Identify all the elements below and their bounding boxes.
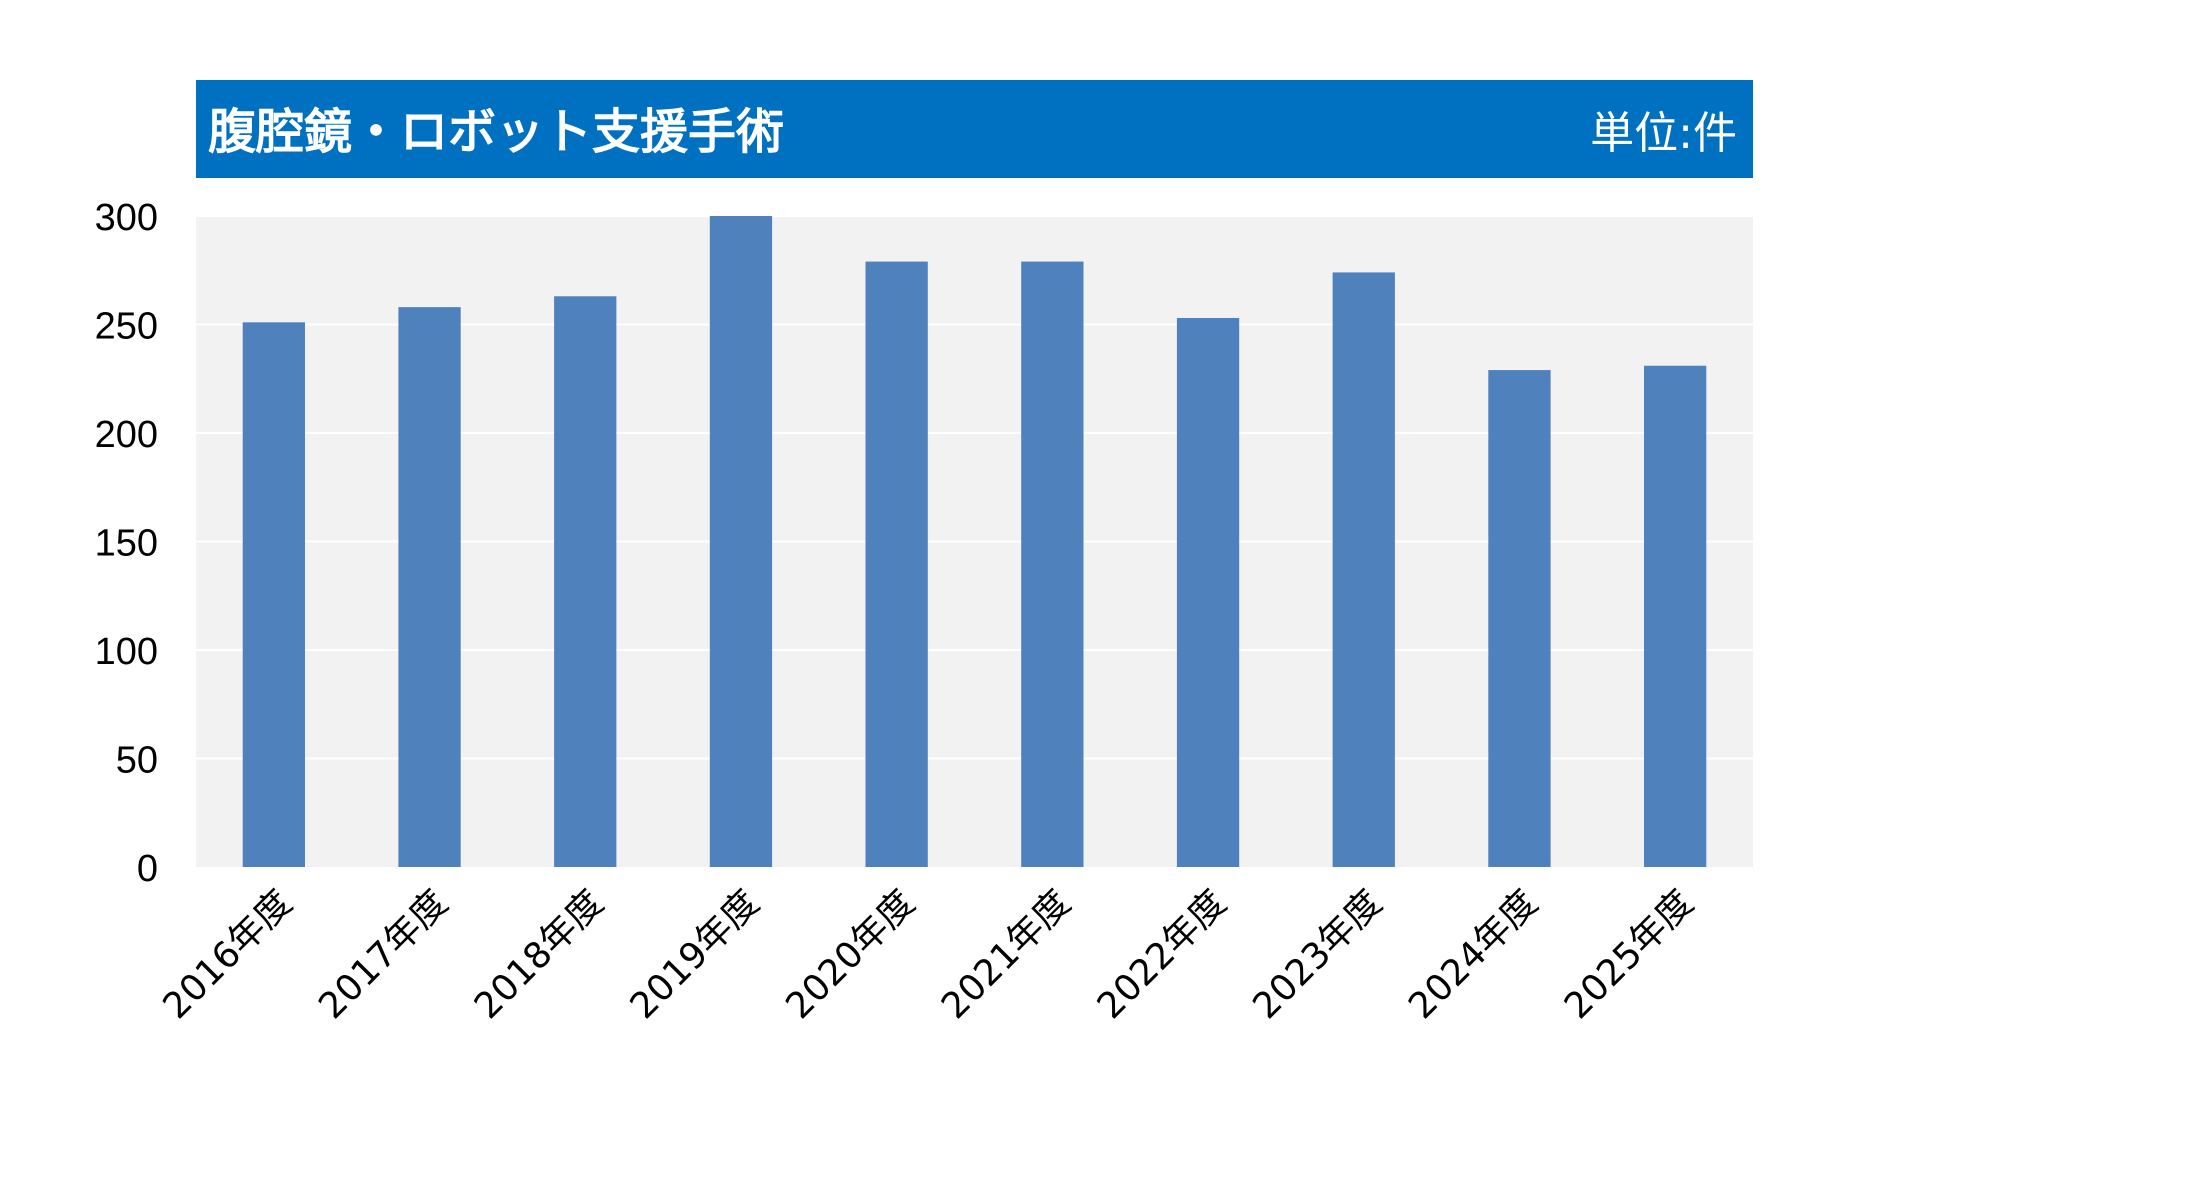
x-tick-label: 2024年度 [1401,882,1546,1027]
bar-2023年度 [1332,272,1395,867]
x-tick-label: 2025年度 [1557,882,1702,1027]
x-tick-label: 2019年度 [623,882,768,1027]
x-tick-label: 2021年度 [934,882,1079,1027]
x-tick-label: 2022年度 [1090,882,1235,1027]
bar-2022年度 [1176,317,1240,867]
bar-2025年度 [1644,365,1707,867]
chart-title: 腹腔鏡・ロボット支援手術 [208,104,784,160]
x-tick-label: 2017年度 [311,882,456,1027]
bar-2018年度 [554,296,617,867]
bar-2024年度 [1488,370,1551,867]
y-tick-label: 150 [95,523,158,565]
y-tick-label: 250 [95,306,158,348]
x-tick-label: 2018年度 [467,882,612,1027]
x-axis: 2016年度 2017年度 2018年度 2019年度 2020年度 2021年度 2022… [156,882,1702,1027]
bar-2021年度 [1021,261,1084,867]
unit-label: 単位:件 [1590,108,1737,159]
y-tick-label: 100 [95,631,158,673]
y-axis: 0 50 100 150 200 250 300 [95,197,158,890]
y-tick-label: 200 [95,414,158,456]
x-tick-label: 2020年度 [778,882,923,1027]
y-tick-label: 0 [137,848,158,890]
y-tick-label: 300 [95,197,158,239]
chart-header-bar [196,80,1753,178]
y-tick-label: 50 [116,740,158,782]
bar-2019年度 [709,216,773,867]
bar-2017年度 [398,307,461,867]
bars [242,216,1707,868]
bar-2020年度 [865,261,928,867]
bar-2016年度 [242,322,305,868]
x-tick-label: 2023年度 [1245,882,1390,1027]
x-tick-label: 2016年度 [156,882,301,1027]
